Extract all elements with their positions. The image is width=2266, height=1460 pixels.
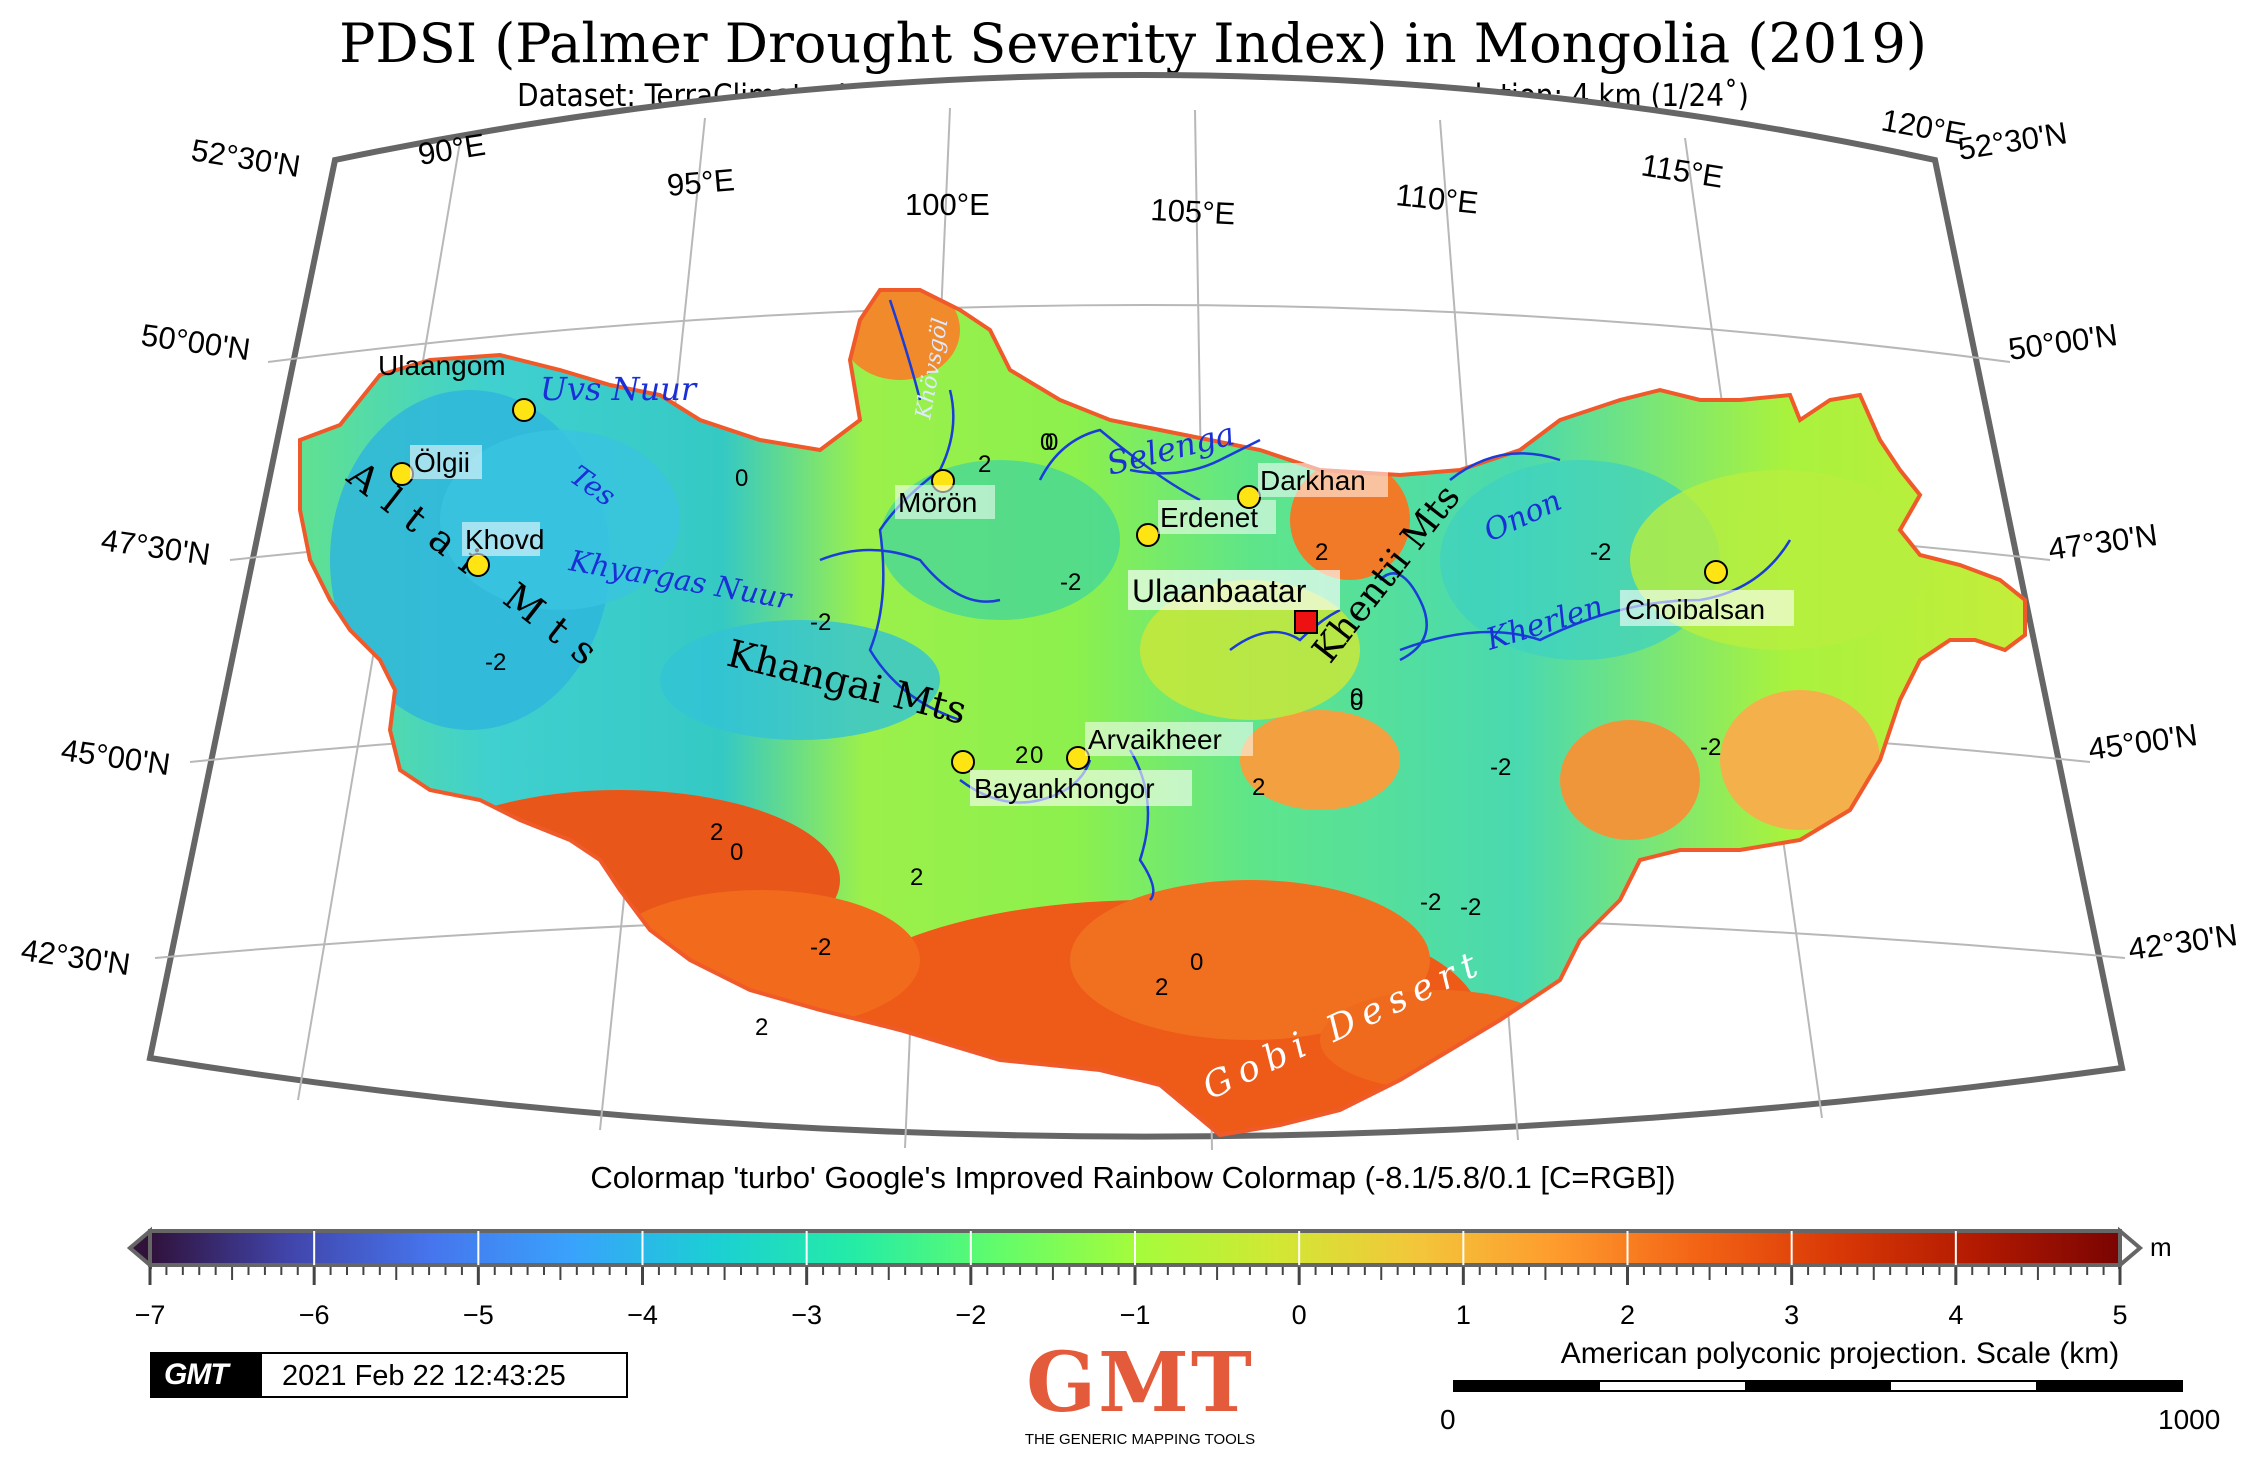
contour-label: -2 <box>810 934 831 961</box>
colorbar-tick-label: −3 <box>791 1300 823 1330</box>
city-label: Erdenet <box>1160 502 1258 533</box>
city-label: Ölgii <box>414 447 470 478</box>
scale-min-label: 0 <box>1440 1404 1456 1435</box>
gmt-badge: GMT <box>152 1354 262 1396</box>
contour-label: -2 <box>1490 754 1511 781</box>
scale-bar <box>1453 1380 2183 1392</box>
contour-label: 0 <box>1030 742 1043 769</box>
lon-label: 110°E <box>1394 177 1480 220</box>
colorbar-title: Colormap 'turbo' Google's Improved Rainb… <box>590 1160 1676 1195</box>
city-marker <box>1136 523 1160 547</box>
city-label: Khovd <box>465 524 544 555</box>
gmt-logo-text: GMT <box>1026 1335 1254 1431</box>
contour-label: 2 <box>910 864 923 891</box>
colorbar-tick-label: 5 <box>2112 1300 2128 1330</box>
map-title: PDSI (Palmer Drought Severity Index) in … <box>339 12 1927 75</box>
city-marker <box>512 398 536 422</box>
colorbar-tick-label: −1 <box>1119 1300 1151 1330</box>
city-label: Mörön <box>898 487 977 518</box>
city-label: Bayankhongor <box>974 773 1155 804</box>
contour-label: 0 <box>735 465 748 492</box>
contour-label: -2 <box>1590 539 1611 566</box>
contour-label: 2 <box>755 1014 768 1041</box>
cities: Ulaangom Ölgii Khovd Mörön Erdenet Darkh… <box>378 350 1794 806</box>
colorbar-tick-label: 3 <box>1784 1300 1800 1330</box>
city-marker <box>1704 560 1728 584</box>
city-label: Choibalsan <box>1625 594 1765 625</box>
contour-label: -2 <box>485 649 506 676</box>
city-label: Ulaangom <box>378 350 506 381</box>
colorbar-tick-label: −7 <box>134 1300 166 1330</box>
colorbar-tick-label: 4 <box>1948 1300 1964 1330</box>
scale-max-label: 1000 <box>2158 1404 2221 1435</box>
contour-label: 2 <box>1015 742 1028 769</box>
colorbar-min-arrow <box>126 1226 152 1270</box>
contour-label: 0 <box>1350 689 1363 716</box>
colorbar-tick-label: 2 <box>1619 1300 1636 1330</box>
colorbar-tick-label: −6 <box>298 1300 330 1330</box>
contour-label: 2 <box>1155 974 1168 1001</box>
colorbar-unit: m <box>2150 1232 2172 1262</box>
lon-label: 105°E <box>1150 192 1237 231</box>
contour-label: 0 <box>1045 429 1058 456</box>
contour-label: 0 <box>1040 429 1053 456</box>
contour-label: -2 <box>1420 889 1441 916</box>
contour-label: 2 <box>1315 539 1328 566</box>
gmt-timestamp-box: GMT 2021 Feb 22 12:43:25 <box>150 1352 628 1398</box>
colorbar-max-arrow <box>2118 1226 2144 1270</box>
contour-label: 2 <box>978 451 991 478</box>
lon-label: 95°E <box>666 162 736 203</box>
contour-label: 0 <box>1190 949 1203 976</box>
colorbar-tick-label: 1 <box>1455 1300 1471 1330</box>
city-marker <box>951 750 975 774</box>
contour-label: 0 <box>1350 684 1363 711</box>
uvs-nuur-label: Uvs Nuur <box>540 370 698 408</box>
map-canvas: 90°E 95°E 100°E 105°E 110°E 115°E 120°E … <box>19 72 2240 1151</box>
colorbar-tick-label: −2 <box>955 1300 987 1330</box>
city-label: Darkhan <box>1260 465 1366 496</box>
timestamp: 2021 Feb 22 12:43:25 <box>282 1360 566 1392</box>
city-marker <box>1066 746 1090 770</box>
colorbar-tick-label: 0 <box>1291 1300 1307 1330</box>
contour-label: 0 <box>730 839 743 866</box>
contour-label: -2 <box>810 609 831 636</box>
contour-label: 2 <box>710 819 723 846</box>
capital-marker <box>1294 610 1318 634</box>
gmt-badge-text: GMT <box>164 1358 229 1391</box>
contour-label: -2 <box>1060 569 1081 596</box>
gmt-logo-subtitle: THE GENERIC MAPPING TOOLS <box>1024 1431 1256 1448</box>
colorbar-tick-label: −5 <box>462 1300 494 1330</box>
contour-label: 2 <box>1252 774 1265 801</box>
colorbar-tick-label: −4 <box>627 1300 658 1330</box>
capital-label: Ulaanbaatar <box>1132 573 1307 609</box>
contour-labels: 0 0 2 -2 -2 2 -2 2 2 0 2 0 -2 -2 -2 -2 2… <box>485 429 1721 1041</box>
city-label: Arvaikheer <box>1088 724 1222 755</box>
lon-label: 100°E <box>905 187 990 222</box>
scale-title: American polyconic projection. Scale (km… <box>1560 1337 2120 1370</box>
contour-label: -2 <box>1700 734 1721 761</box>
gmt-logo: GMT THE GENERIC MAPPING TOOLS <box>1015 1335 1265 1455</box>
contour-label: -2 <box>1460 894 1481 921</box>
